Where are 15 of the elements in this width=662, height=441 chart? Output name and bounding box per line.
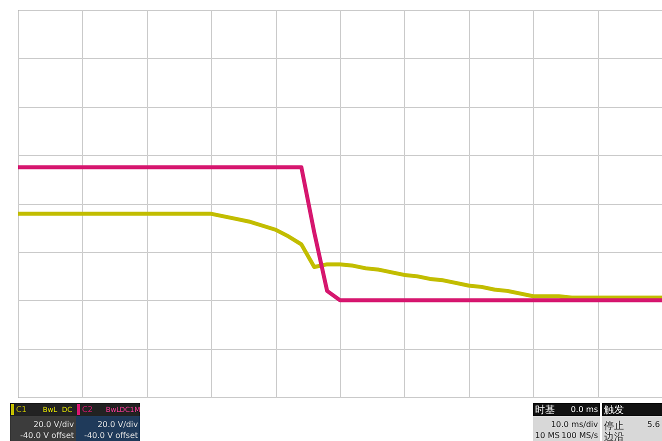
text: 0.0 ms [570,405,598,414]
text: 时基 [535,404,555,416]
text: 10 MS [535,431,560,440]
text: 停止 [604,420,624,432]
text: 10.0 ms/div [550,420,598,429]
text: 100 MS/s [561,431,598,440]
text: 触发 [604,405,624,416]
text: 5.6 [647,420,660,429]
legend-label: C2 [82,405,93,414]
text: 边沿 [604,431,624,441]
text: -40.0 V offset [84,431,138,440]
text: 20.0 V/div [33,420,74,429]
text: 20.0 V/div [97,420,138,429]
legend-label: C1 [16,405,27,414]
text: -40.0 V offset [20,431,74,440]
